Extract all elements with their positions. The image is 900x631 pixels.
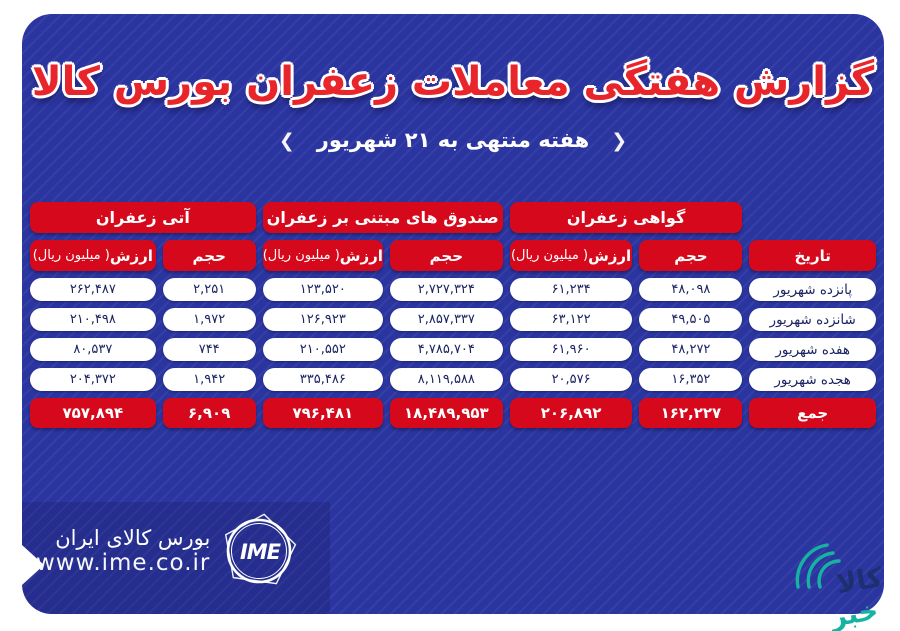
table-cell-futures-value: ۲۱۰,۴۹۸ (30, 308, 156, 331)
org-name: بورس کالای ایران (55, 526, 211, 550)
value-header-label: ارزش (339, 246, 383, 265)
column-header-cert-volume: حجم (639, 240, 743, 271)
table-cell-date: هفده شهریور (749, 338, 876, 361)
table-cell-cert-volume: ۴۸,۰۹۸ (639, 278, 743, 301)
table-cell-cert-volume: ۴۹,۵۰۵ (639, 308, 743, 331)
group-header-spacer (749, 202, 876, 233)
ime-logo: IME (225, 513, 297, 585)
table-cell-fund-value: ۱۲۳,۵۲۰ (262, 278, 383, 301)
table-cell-futures-volume: ۷۴۴ (162, 338, 256, 361)
group-header-certificate: گواهی زعفران (509, 202, 743, 233)
total-cert-volume: ۱۶۲,۲۲۷ (639, 398, 743, 428)
table-cell-fund-value: ۲۱۰,۵۵۲ (262, 338, 383, 361)
table-cell-date: پانزده شهریور (749, 278, 876, 301)
table-cell-futures-volume: ۲,۲۵۱ (162, 278, 256, 301)
value-header-label: ارزش (109, 246, 153, 265)
subtitle: ❮ هفته منتهی به ۲۱ شهریور ❯ (22, 128, 884, 158)
table-cell-futures-value: ۲۰۴,۳۷۲ (30, 368, 156, 391)
column-header-cert-value: ارزش( میلیون ریال) (509, 240, 633, 271)
subtitle-text: هفته منتهی به ۲۱ شهریور (316, 128, 590, 152)
table-cell-cert-volume: ۴۸,۲۷۲ (639, 338, 743, 361)
group-header-futures: آتی زعفران (30, 202, 256, 233)
table-cell-cert-volume: ۱۶,۳۵۲ (639, 368, 743, 391)
column-header-futures-volume: حجم (162, 240, 256, 271)
table-cell-futures-volume: ۱,۹۷۲ (162, 308, 256, 331)
page-title: گزارش هفتگی معاملات زعفران بورس کالا (31, 59, 875, 105)
value-header-unit: ( میلیون ریال) (510, 248, 589, 263)
table-cell-fund-volume: ۸,۱۱۹,۵۸۸ (389, 368, 503, 391)
total-row-label: جمع (749, 398, 876, 428)
total-futures-volume: ۶,۹۰۹ (162, 398, 256, 428)
total-cert-value: ۲۰۶,۸۹۲ (509, 398, 633, 428)
value-header-unit: ( میلیون ریال) (262, 248, 340, 263)
table-cell-date: شانزده شهریور (749, 308, 876, 331)
chevron-right-icon: ❯ (278, 130, 295, 152)
table-cell-fund-value: ۱۲۶,۹۲۳ (262, 308, 383, 331)
table-cell-cert-value: ۶۱,۹۶۰ (509, 338, 633, 361)
total-fund-volume: ۱۸,۴۸۹,۹۵۳ (389, 398, 503, 428)
group-header-funds: صندوق های مبتنی بر زعفران (262, 202, 503, 233)
table-cell-fund-value: ۳۳۵,۴۸۶ (262, 368, 383, 391)
table-cell-cert-value: ۲۰,۵۷۶ (509, 368, 633, 391)
value-header-label: ارزش (588, 246, 632, 265)
report-poster: گزارش هفتگی معاملات زعفران بورس کالا ❮ هف… (22, 14, 884, 614)
saffron-trades-table: گواهی زعفران صندوق های مبتنی بر زعفران آ… (30, 202, 876, 428)
ime-logo-text: IME (240, 540, 282, 564)
table-cell-cert-value: ۶۱,۲۳۴ (509, 278, 633, 301)
watermark-line2: خبر (827, 595, 881, 631)
total-futures-value: ۷۵۷,۸۹۴ (30, 398, 156, 428)
table-cell-fund-volume: ۴,۷۸۵,۷۰۴ (389, 338, 503, 361)
chevron-left-icon: ❮ (611, 130, 628, 152)
column-header-fund-volume: حجم (389, 240, 503, 271)
table-cell-fund-volume: ۲,۷۲۷,۳۲۴ (389, 278, 503, 301)
table-cell-fund-volume: ۲,۸۵۷,۳۳۷ (389, 308, 503, 331)
table-cell-cert-value: ۶۳,۱۲۲ (509, 308, 633, 331)
column-header-futures-value: ارزش( میلیون ریال) (30, 240, 156, 271)
footer-ribbon (22, 502, 330, 614)
total-fund-value: ۷۹۶,۴۸۱ (262, 398, 383, 428)
kalakhabar-watermark: کالا خبر (795, 543, 885, 631)
watermark-line1: کالا (834, 562, 885, 600)
value-header-unit: ( میلیون ریال) (32, 248, 110, 263)
column-header-date: تاریخ (749, 240, 876, 271)
table-cell-futures-value: ۲۶۲,۴۸۷ (30, 278, 156, 301)
website-url: www.ime.co.ir (36, 550, 211, 576)
column-header-fund-value: ارزش( میلیون ریال) (262, 240, 383, 271)
table-cell-futures-volume: ۱,۹۴۲ (162, 368, 256, 391)
table-cell-futures-value: ۸۰,۵۳۷ (30, 338, 156, 361)
table-cell-date: هجده شهریور (749, 368, 876, 391)
footer: IME بورس کالای ایران www.ime.co.ir (36, 512, 298, 590)
